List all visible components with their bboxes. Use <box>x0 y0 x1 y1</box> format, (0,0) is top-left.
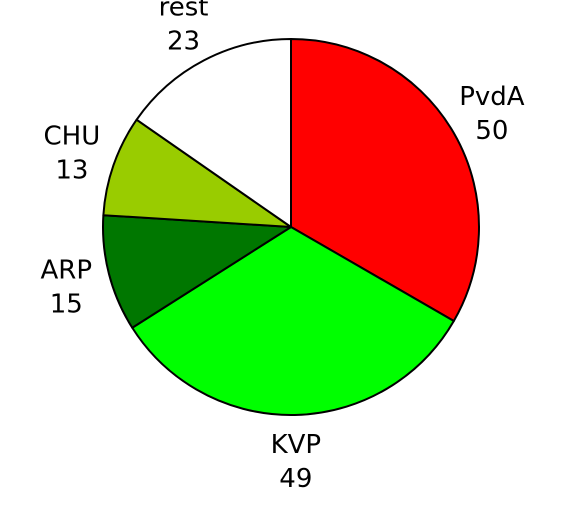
pie-slice-pvda <box>290 38 480 322</box>
slice-label-rest: rest 23 <box>159 0 209 56</box>
slice-label-name: rest <box>159 0 209 22</box>
slice-label-kvp: KVP 49 <box>271 430 322 494</box>
slice-label-value: 49 <box>279 464 312 494</box>
pie-labels: PvdA 50 KVP 49 ARP 15 CHU 13 rest 23 <box>41 0 525 494</box>
slice-label-value: 13 <box>55 156 88 186</box>
slice-label-name: KVP <box>271 430 322 460</box>
slice-label-value: 15 <box>50 290 83 320</box>
pie-slice-rest <box>135 38 292 228</box>
slice-label-pvda: PvdA 50 <box>459 82 525 146</box>
slice-label-name: CHU <box>44 122 101 152</box>
slice-label-arp: ARP 15 <box>41 256 93 320</box>
slice-label-value: 23 <box>167 26 200 56</box>
slice-label-value: 50 <box>475 116 508 146</box>
slice-label-name: ARP <box>41 256 93 286</box>
slice-label-name: PvdA <box>459 82 525 112</box>
pie-slices <box>102 38 480 416</box>
pie-slice-kvp <box>131 226 455 416</box>
slice-label-chu: CHU 13 <box>44 122 101 186</box>
pie-slice-arp <box>102 214 292 329</box>
pie-slice-chu <box>102 118 292 228</box>
